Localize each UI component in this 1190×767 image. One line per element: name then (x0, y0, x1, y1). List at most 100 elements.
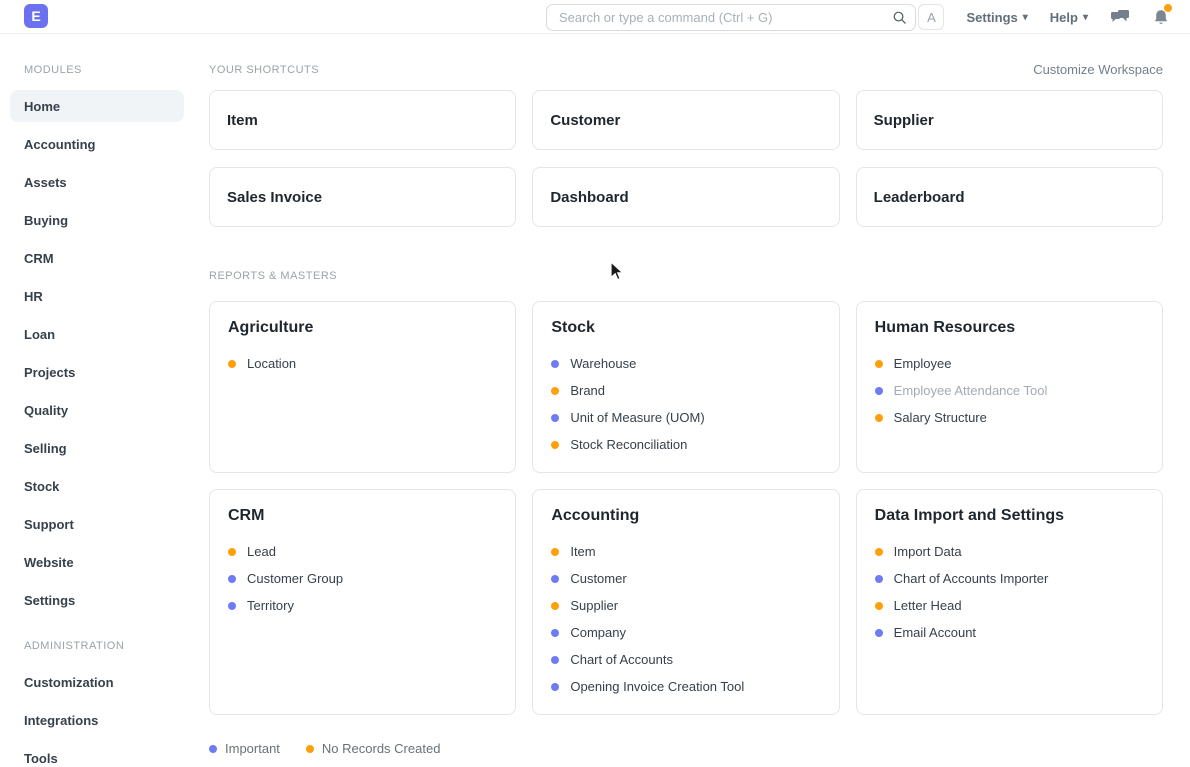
report-link-territory[interactable]: Territory (228, 592, 497, 619)
search-input[interactable] (546, 4, 916, 31)
orange-dot-icon (551, 440, 560, 449)
report-link-customer[interactable]: Customer (551, 565, 820, 592)
shortcut-label: Customer (550, 111, 621, 129)
shortcut-card-dashboard[interactable]: Dashboard (532, 167, 840, 227)
app-logo[interactable]: E (24, 4, 48, 28)
report-link-letter-head[interactable]: Letter Head (874, 592, 1144, 619)
reports-grid: Agriculture Location Stock Warehouse Brand Un… (209, 301, 1163, 715)
report-link-lead[interactable]: Lead (228, 538, 497, 565)
report-link-supplier[interactable]: Supplier (551, 592, 820, 619)
report-link-label: Chart of Accounts (570, 652, 673, 667)
report-link-item[interactable]: Item (551, 538, 820, 565)
report-link-label: Chart of Accounts Importer (893, 571, 1049, 586)
orange-dot-icon (228, 547, 236, 556)
chevron-down-icon: ▾ (1022, 11, 1028, 23)
sidebar-item-support[interactable]: Support (24, 516, 74, 532)
shortcut-card-item[interactable]: Item (209, 90, 517, 150)
blue-dot-icon (228, 574, 236, 583)
blue-dot-icon (551, 359, 560, 368)
report-link-email-account[interactable]: Email Account (874, 619, 1144, 646)
blue-dot-icon (874, 628, 883, 637)
sidebar-item-tools[interactable]: Tools (24, 750, 58, 766)
report-link-opening-invoice-creation-tool[interactable]: Opening Invoice Creation Tool (551, 673, 820, 700)
report-link-chart-of-accounts[interactable]: Chart of Accounts (551, 646, 820, 673)
chat-button[interactable] (1110, 8, 1130, 26)
report-link-label: Opening Invoice Creation Tool (570, 679, 745, 694)
report-link-label: Employee (893, 356, 952, 371)
search-icon[interactable] (892, 10, 907, 25)
report-link-customer-group[interactable]: Customer Group (228, 565, 497, 592)
blue-dot-icon (551, 413, 560, 422)
report-card-agriculture: Agriculture Location (209, 301, 517, 473)
blue-dot-icon (874, 386, 883, 395)
report-link-brand[interactable]: Brand (551, 377, 820, 404)
report-link-label: Import Data (893, 544, 962, 559)
report-link-label: Location (247, 356, 297, 371)
report-card-title: Accounting (551, 507, 640, 524)
bell-icon (1154, 9, 1168, 24)
chevron-down-icon: ▾ (1082, 11, 1088, 23)
sidebar-item-customization[interactable]: Customization (24, 674, 114, 690)
main-content: YOUR SHORTCUTS Customize Workspace Item C… (194, 34, 1190, 767)
customize-workspace-link[interactable]: Customize Workspace (1033, 62, 1163, 77)
report-link-employee-attendance-tool[interactable]: Employee Attendance Tool (874, 377, 1144, 404)
report-link-unit-of-measure-uom-[interactable]: Unit of Measure (UOM) (551, 404, 820, 431)
sidebar-item-settings[interactable]: Settings (24, 592, 76, 608)
shortcut-card-supplier[interactable]: Supplier (855, 90, 1163, 150)
orange-dot-icon (874, 413, 883, 422)
report-link-salary-structure[interactable]: Salary Structure (874, 404, 1144, 431)
report-card-crm: CRM Lead Customer Group Territory (209, 489, 517, 715)
report-link-location[interactable]: Location (228, 350, 497, 377)
sidebar-item-hr[interactable]: HR (24, 288, 43, 304)
sidebar-item-buying[interactable]: Buying (24, 212, 69, 228)
shortcut-card-customer[interactable]: Customer (532, 90, 840, 150)
report-card-title: Stock (551, 319, 595, 336)
sidebar-administration-header: ADMINISTRATION (24, 640, 125, 652)
sidebar-item-stock[interactable]: Stock (24, 478, 60, 494)
chat-icon (1111, 10, 1129, 22)
report-link-chart-of-accounts-importer[interactable]: Chart of Accounts Importer (874, 565, 1144, 592)
sidebar: MODULES Home Accounting Assets Buying CRM HR L… (0, 34, 194, 767)
report-link-company[interactable]: Company (551, 619, 820, 646)
shortcut-label: Supplier (873, 111, 934, 129)
shortcut-card-sales-invoice[interactable]: Sales Invoice (209, 167, 517, 227)
legend-item-no-records-created: No Records Created (305, 741, 440, 756)
sidebar-item-projects[interactable]: Projects (24, 364, 76, 380)
report-link-stock-reconciliation[interactable]: Stock Reconciliation (551, 431, 820, 458)
avatar[interactable]: A (918, 4, 945, 30)
report-link-warehouse[interactable]: Warehouse (551, 350, 820, 377)
legend: Important No Records Created (209, 741, 1163, 756)
blue-dot-icon (228, 601, 236, 610)
report-link-employee[interactable]: Employee (874, 350, 1144, 377)
report-link-import-data[interactable]: Import Data (874, 538, 1144, 565)
report-link-label: Territory (247, 598, 294, 613)
page-layout: MODULES Home Accounting Assets Buying CRM HR L… (0, 34, 1190, 767)
shortcut-label: Sales Invoice (227, 188, 323, 206)
settings-menu[interactable]: Settings ▾ (966, 10, 1027, 25)
sidebar-item-crm[interactable]: CRM (24, 250, 54, 266)
sidebar-item-integrations[interactable]: Integrations (24, 712, 99, 728)
sidebar-item-home[interactable]: Home (10, 90, 184, 122)
blue-dot-icon (874, 574, 883, 583)
legend-item-important: Important (209, 741, 280, 756)
sidebar-item-quality[interactable]: Quality (24, 402, 69, 418)
report-card-title: Data Import and Settings (874, 507, 1065, 524)
sidebar-item-accounting[interactable]: Accounting (24, 136, 96, 152)
report-card-data-import-and-settings: Data Import and Settings Import Data Chart… (855, 489, 1163, 715)
help-menu[interactable]: Help ▾ (1050, 10, 1088, 25)
report-card-human-resources: Human Resources Employee Employee Attendan… (855, 301, 1163, 473)
sidebar-item-loan[interactable]: Loan (24, 326, 56, 342)
report-link-label: Customer (570, 571, 627, 586)
search-bar (546, 4, 916, 31)
sidebar-item-selling[interactable]: Selling (24, 440, 67, 456)
sidebar-item-website[interactable]: Website (24, 554, 74, 570)
blue-dot-icon (551, 655, 560, 664)
sidebar-item-assets[interactable]: Assets (24, 174, 67, 190)
report-card-title: CRM (228, 507, 265, 524)
notifications-button[interactable] (1152, 3, 1172, 27)
report-link-label: Lead (247, 544, 276, 559)
report-link-label: Brand (570, 383, 606, 398)
orange-dot-icon (305, 744, 314, 753)
report-link-label: Stock Reconciliation (570, 437, 688, 452)
shortcut-card-leaderboard[interactable]: Leaderboard (855, 167, 1163, 227)
